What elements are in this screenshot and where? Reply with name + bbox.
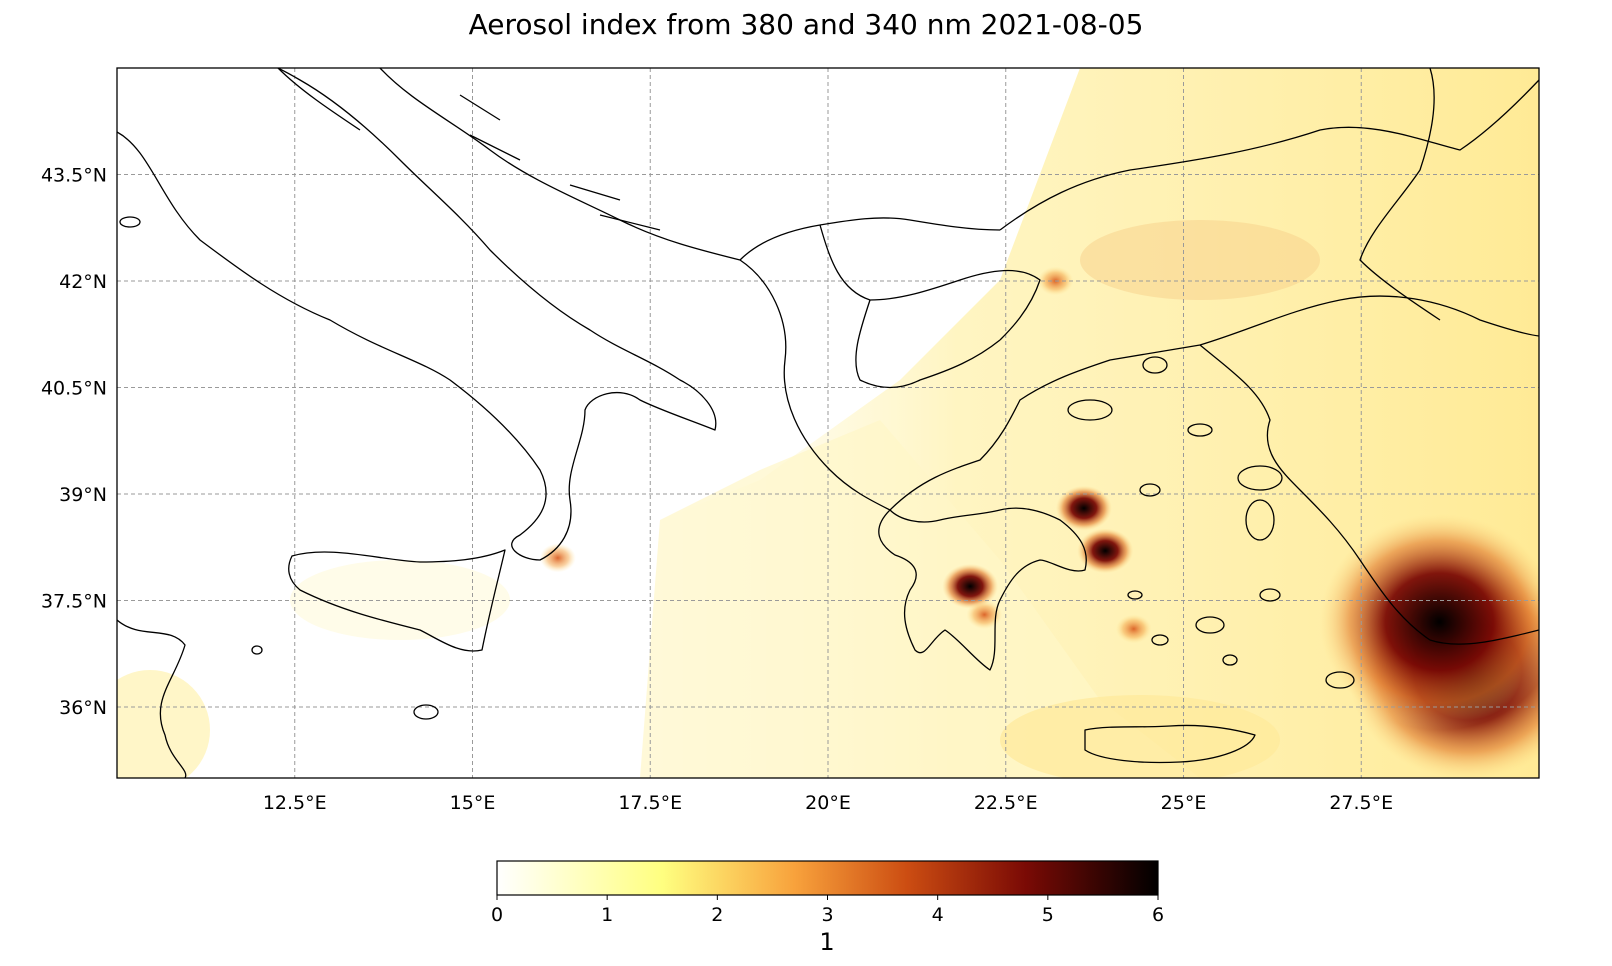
longitude-tick-label: 20°E xyxy=(805,792,851,814)
colorbar-unit-label: 1 xyxy=(819,928,834,956)
small-island xyxy=(251,645,263,655)
longitude-tick-label: 17.5°E xyxy=(618,792,682,814)
latitude-tick-label: 40.5°N xyxy=(41,378,107,400)
balkan-border-1 xyxy=(739,217,1001,261)
aegean-island xyxy=(1222,654,1238,666)
latitude-tick-label: 43.5°N xyxy=(41,165,107,187)
aegean-island xyxy=(1067,399,1113,421)
aerosol-hotspot xyxy=(1319,513,1539,730)
hotspot-layer xyxy=(539,266,1539,778)
sw-haze-patch xyxy=(117,670,210,778)
map-title: Aerosol index from 380 and 340 nm 2021-0… xyxy=(468,8,1144,41)
adriatic-island xyxy=(599,214,661,231)
small-island xyxy=(413,704,439,720)
gridlines xyxy=(117,68,1539,778)
italy-coastline xyxy=(117,68,717,561)
aegean-island xyxy=(1139,483,1161,497)
colorbar-tick-label: 0 xyxy=(491,904,503,926)
adriatic-island xyxy=(459,94,501,121)
aerosol-hotspot xyxy=(1077,528,1134,574)
colorbar-tick-label: 2 xyxy=(711,904,723,926)
turkey-west-coast xyxy=(1199,344,1539,645)
latitude-labels: 43.5°N 42°N 40.5°N 39°N 37.5°N 36°N xyxy=(41,165,107,720)
colorbar-gradient-bar xyxy=(496,860,1159,896)
colorbar-tick-label: 1 xyxy=(601,904,613,926)
colorbar-tick-label: 6 xyxy=(1152,904,1164,926)
aerosol-hotspot xyxy=(1115,614,1152,644)
longitude-tick-label: 27.5°E xyxy=(1329,792,1393,814)
map-area xyxy=(117,68,1539,778)
aerosol-hotspot xyxy=(966,600,1003,630)
sicily-coastline xyxy=(288,549,506,652)
aerosol-hotspot xyxy=(942,563,999,609)
colorbar-tick-label: 4 xyxy=(932,904,944,926)
tunisia-coastline xyxy=(117,619,187,778)
colorbar-ticks: 0 1 2 3 4 5 6 xyxy=(491,895,1164,926)
aegean-island xyxy=(1237,465,1283,491)
aerosol-hotspot xyxy=(1055,485,1112,531)
greece-mainland xyxy=(878,507,1087,671)
coastlines xyxy=(117,68,1539,778)
aegean-island xyxy=(1325,671,1355,689)
bulgaria-haze-patch xyxy=(1080,220,1320,300)
adriatic-island xyxy=(569,184,621,201)
bulgaria-border xyxy=(999,79,1539,231)
latitude-tick-label: 37.5°N xyxy=(41,591,107,613)
adriatic-east-coast xyxy=(379,68,891,511)
colorbar-tick-label: 5 xyxy=(1042,904,1054,926)
turkey-border xyxy=(1199,295,1539,346)
adriatic-island xyxy=(469,134,521,161)
greece-north-coast xyxy=(889,344,1201,511)
aegean-island xyxy=(1259,588,1281,602)
aegean-island xyxy=(1245,499,1275,541)
central-haze-field xyxy=(640,420,1200,778)
map-frame xyxy=(116,67,1540,779)
balkan-border-2 xyxy=(819,224,1041,341)
small-island xyxy=(119,216,141,228)
colorbar: 0 1 2 3 4 5 6 1 xyxy=(491,860,1164,956)
longitude-tick-label: 22.5°E xyxy=(974,792,1038,814)
latitude-tick-label: 36°N xyxy=(59,697,107,719)
colorbar-tick-label: 3 xyxy=(821,904,833,926)
aegean-island xyxy=(1195,616,1225,634)
balkan-border-3 xyxy=(855,299,1001,389)
italy-east-coast xyxy=(277,68,361,131)
aerosol-hotspot xyxy=(539,543,576,573)
longitude-labels: 12.5°E 15°E 17.5°E 20°E 22.5°E 25°E 27.5°E xyxy=(263,792,1393,814)
longitude-tick-label: 25°E xyxy=(1161,792,1207,814)
aegean-island xyxy=(1127,590,1143,600)
crete-haze-patch xyxy=(1000,695,1280,778)
latitude-tick-label: 42°N xyxy=(59,271,107,293)
aegean-island xyxy=(1187,423,1213,437)
longitude-tick-label: 15°E xyxy=(450,792,496,814)
aegean-island xyxy=(1151,634,1169,646)
black-sea-coast xyxy=(1359,68,1441,321)
aegean-island xyxy=(1142,356,1168,374)
crete-coastline xyxy=(1084,724,1256,764)
latitude-tick-label: 39°N xyxy=(59,484,107,506)
longitude-tick-label: 12.5°E xyxy=(263,792,327,814)
